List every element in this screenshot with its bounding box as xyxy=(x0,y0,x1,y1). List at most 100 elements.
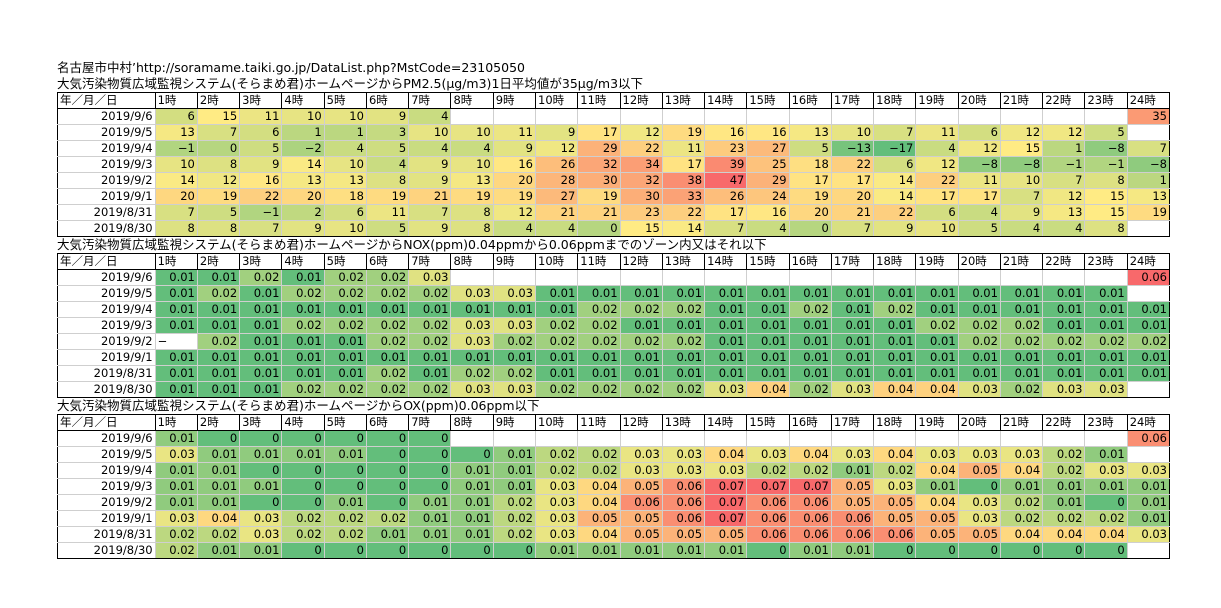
value-cell: 4 xyxy=(323,140,367,157)
value-cell: 0.01 xyxy=(196,317,241,334)
hour-header: 6時 xyxy=(365,92,410,109)
value-cell: 16 xyxy=(492,156,537,173)
value-cell: 0.05 xyxy=(619,510,663,527)
value-cell: 7 xyxy=(196,124,241,141)
value-cell: 0.01 xyxy=(1042,301,1086,318)
value-cell: 0 xyxy=(239,494,283,511)
value-cell: 0.01 xyxy=(450,301,494,318)
value-cell: 17 xyxy=(830,172,875,189)
date-column-header: 年／月／日 xyxy=(57,253,156,270)
value-cell xyxy=(1126,124,1171,141)
hour-header: 22時 xyxy=(1042,92,1086,109)
hour-header: 23時 xyxy=(1084,253,1128,270)
value-cell: 0.01 xyxy=(999,285,1044,302)
value-cell xyxy=(746,430,790,447)
value-cell: 0.01 xyxy=(1084,317,1128,334)
value-cell: 0.02 xyxy=(788,301,832,318)
hour-header: 13時 xyxy=(661,253,706,270)
value-cell: 0.05 xyxy=(873,494,917,511)
value-cell: 0.07 xyxy=(704,494,748,511)
value-cell: 0 xyxy=(196,140,241,157)
value-cell: 4 xyxy=(999,220,1044,237)
value-cell: 0.06 xyxy=(746,494,790,511)
value-cell xyxy=(957,108,1001,125)
value-cell: 0.01 xyxy=(915,349,959,366)
value-cell: 0.01 xyxy=(577,542,621,559)
value-cell: 0.03 xyxy=(450,317,494,334)
value-cell: 11 xyxy=(492,124,537,141)
value-cell: 16 xyxy=(746,204,790,221)
value-cell: 0.01 xyxy=(154,430,198,447)
value-cell: 17 xyxy=(704,204,748,221)
value-cell: 0.02 xyxy=(577,333,621,350)
value-cell: 0.01 xyxy=(196,349,241,366)
date-cell: 2019/9/6 xyxy=(57,108,156,125)
value-cell: 0.03 xyxy=(1084,381,1128,398)
hour-header: 2時 xyxy=(196,414,241,431)
value-cell: 26 xyxy=(704,188,748,205)
value-cell: 0.01 xyxy=(281,333,325,350)
value-cell: 0.02 xyxy=(323,510,367,527)
hour-header: 9時 xyxy=(492,253,537,270)
value-cell: 0 xyxy=(577,220,621,237)
value-cell: 0.02 xyxy=(999,381,1044,398)
table-row: 2019/9/6 6 15 11 10 10 9 4 35 xyxy=(57,108,1171,125)
value-cell: 6 xyxy=(323,204,367,221)
value-cell: 0.01 xyxy=(999,349,1044,366)
value-cell: 0.02 xyxy=(661,381,706,398)
table-row: 2019/9/1 0.01 0.01 0.01 0.01 0.01 0.01 0.01 0.01… xyxy=(57,349,1171,366)
value-cell xyxy=(1042,269,1086,286)
value-cell: 0.06 xyxy=(1126,430,1171,447)
value-cell: 0.01 xyxy=(323,333,367,350)
value-cell: 0.03 xyxy=(534,510,579,527)
value-cell: 0.01 xyxy=(1126,510,1171,527)
hour-header: 20時 xyxy=(957,92,1001,109)
value-cell: 2 xyxy=(281,204,325,221)
hour-header: 24時 xyxy=(1126,414,1171,431)
hour-header: 14時 xyxy=(704,414,748,431)
hour-header: 9時 xyxy=(492,414,537,431)
value-cell: 4 xyxy=(450,140,494,157)
value-cell xyxy=(830,430,875,447)
hour-header: 10時 xyxy=(534,253,579,270)
value-cell: −1 xyxy=(1084,156,1128,173)
value-cell: 0.04 xyxy=(915,462,959,479)
value-cell: 8 xyxy=(196,156,241,173)
value-cell xyxy=(661,269,706,286)
value-cell: 0.01 xyxy=(915,301,959,318)
value-cell: 0.03 xyxy=(154,510,198,527)
value-cell: 0.02 xyxy=(408,381,452,398)
value-cell: 0.04 xyxy=(1084,526,1128,543)
value-cell: 10 xyxy=(323,108,367,125)
value-cell xyxy=(957,430,1001,447)
value-cell: 5 xyxy=(1084,124,1128,141)
value-cell: 5 xyxy=(196,204,241,221)
value-cell: 9 xyxy=(239,156,283,173)
value-cell: −2 xyxy=(281,140,325,157)
value-cell: 0.01 xyxy=(534,285,579,302)
value-cell: 9 xyxy=(281,220,325,237)
value-cell: 0 xyxy=(450,446,494,463)
value-cell: 12 xyxy=(619,124,663,141)
value-cell: 0.02 xyxy=(534,317,579,334)
value-cell: 0 xyxy=(1084,494,1128,511)
value-cell: 0.01 xyxy=(239,365,283,382)
value-cell: 10 xyxy=(323,156,367,173)
value-cell: 1 xyxy=(323,124,367,141)
hour-header: 17時 xyxy=(830,414,875,431)
value-cell: 0.01 xyxy=(619,317,663,334)
value-cell: 0.01 xyxy=(704,349,748,366)
value-cell: 10 xyxy=(450,156,494,173)
value-cell: 27 xyxy=(534,188,579,205)
value-cell xyxy=(704,430,748,447)
value-cell: 5 xyxy=(788,140,832,157)
hour-header: 1時 xyxy=(154,253,198,270)
value-cell: 14 xyxy=(154,172,198,189)
hour-header: 21時 xyxy=(999,92,1044,109)
value-cell xyxy=(661,430,706,447)
value-cell: 0.06 xyxy=(661,510,706,527)
value-cell: 0.02 xyxy=(1084,333,1128,350)
value-cell: 0.01 xyxy=(746,317,790,334)
value-cell: 7 xyxy=(999,188,1044,205)
value-cell xyxy=(1126,381,1171,398)
